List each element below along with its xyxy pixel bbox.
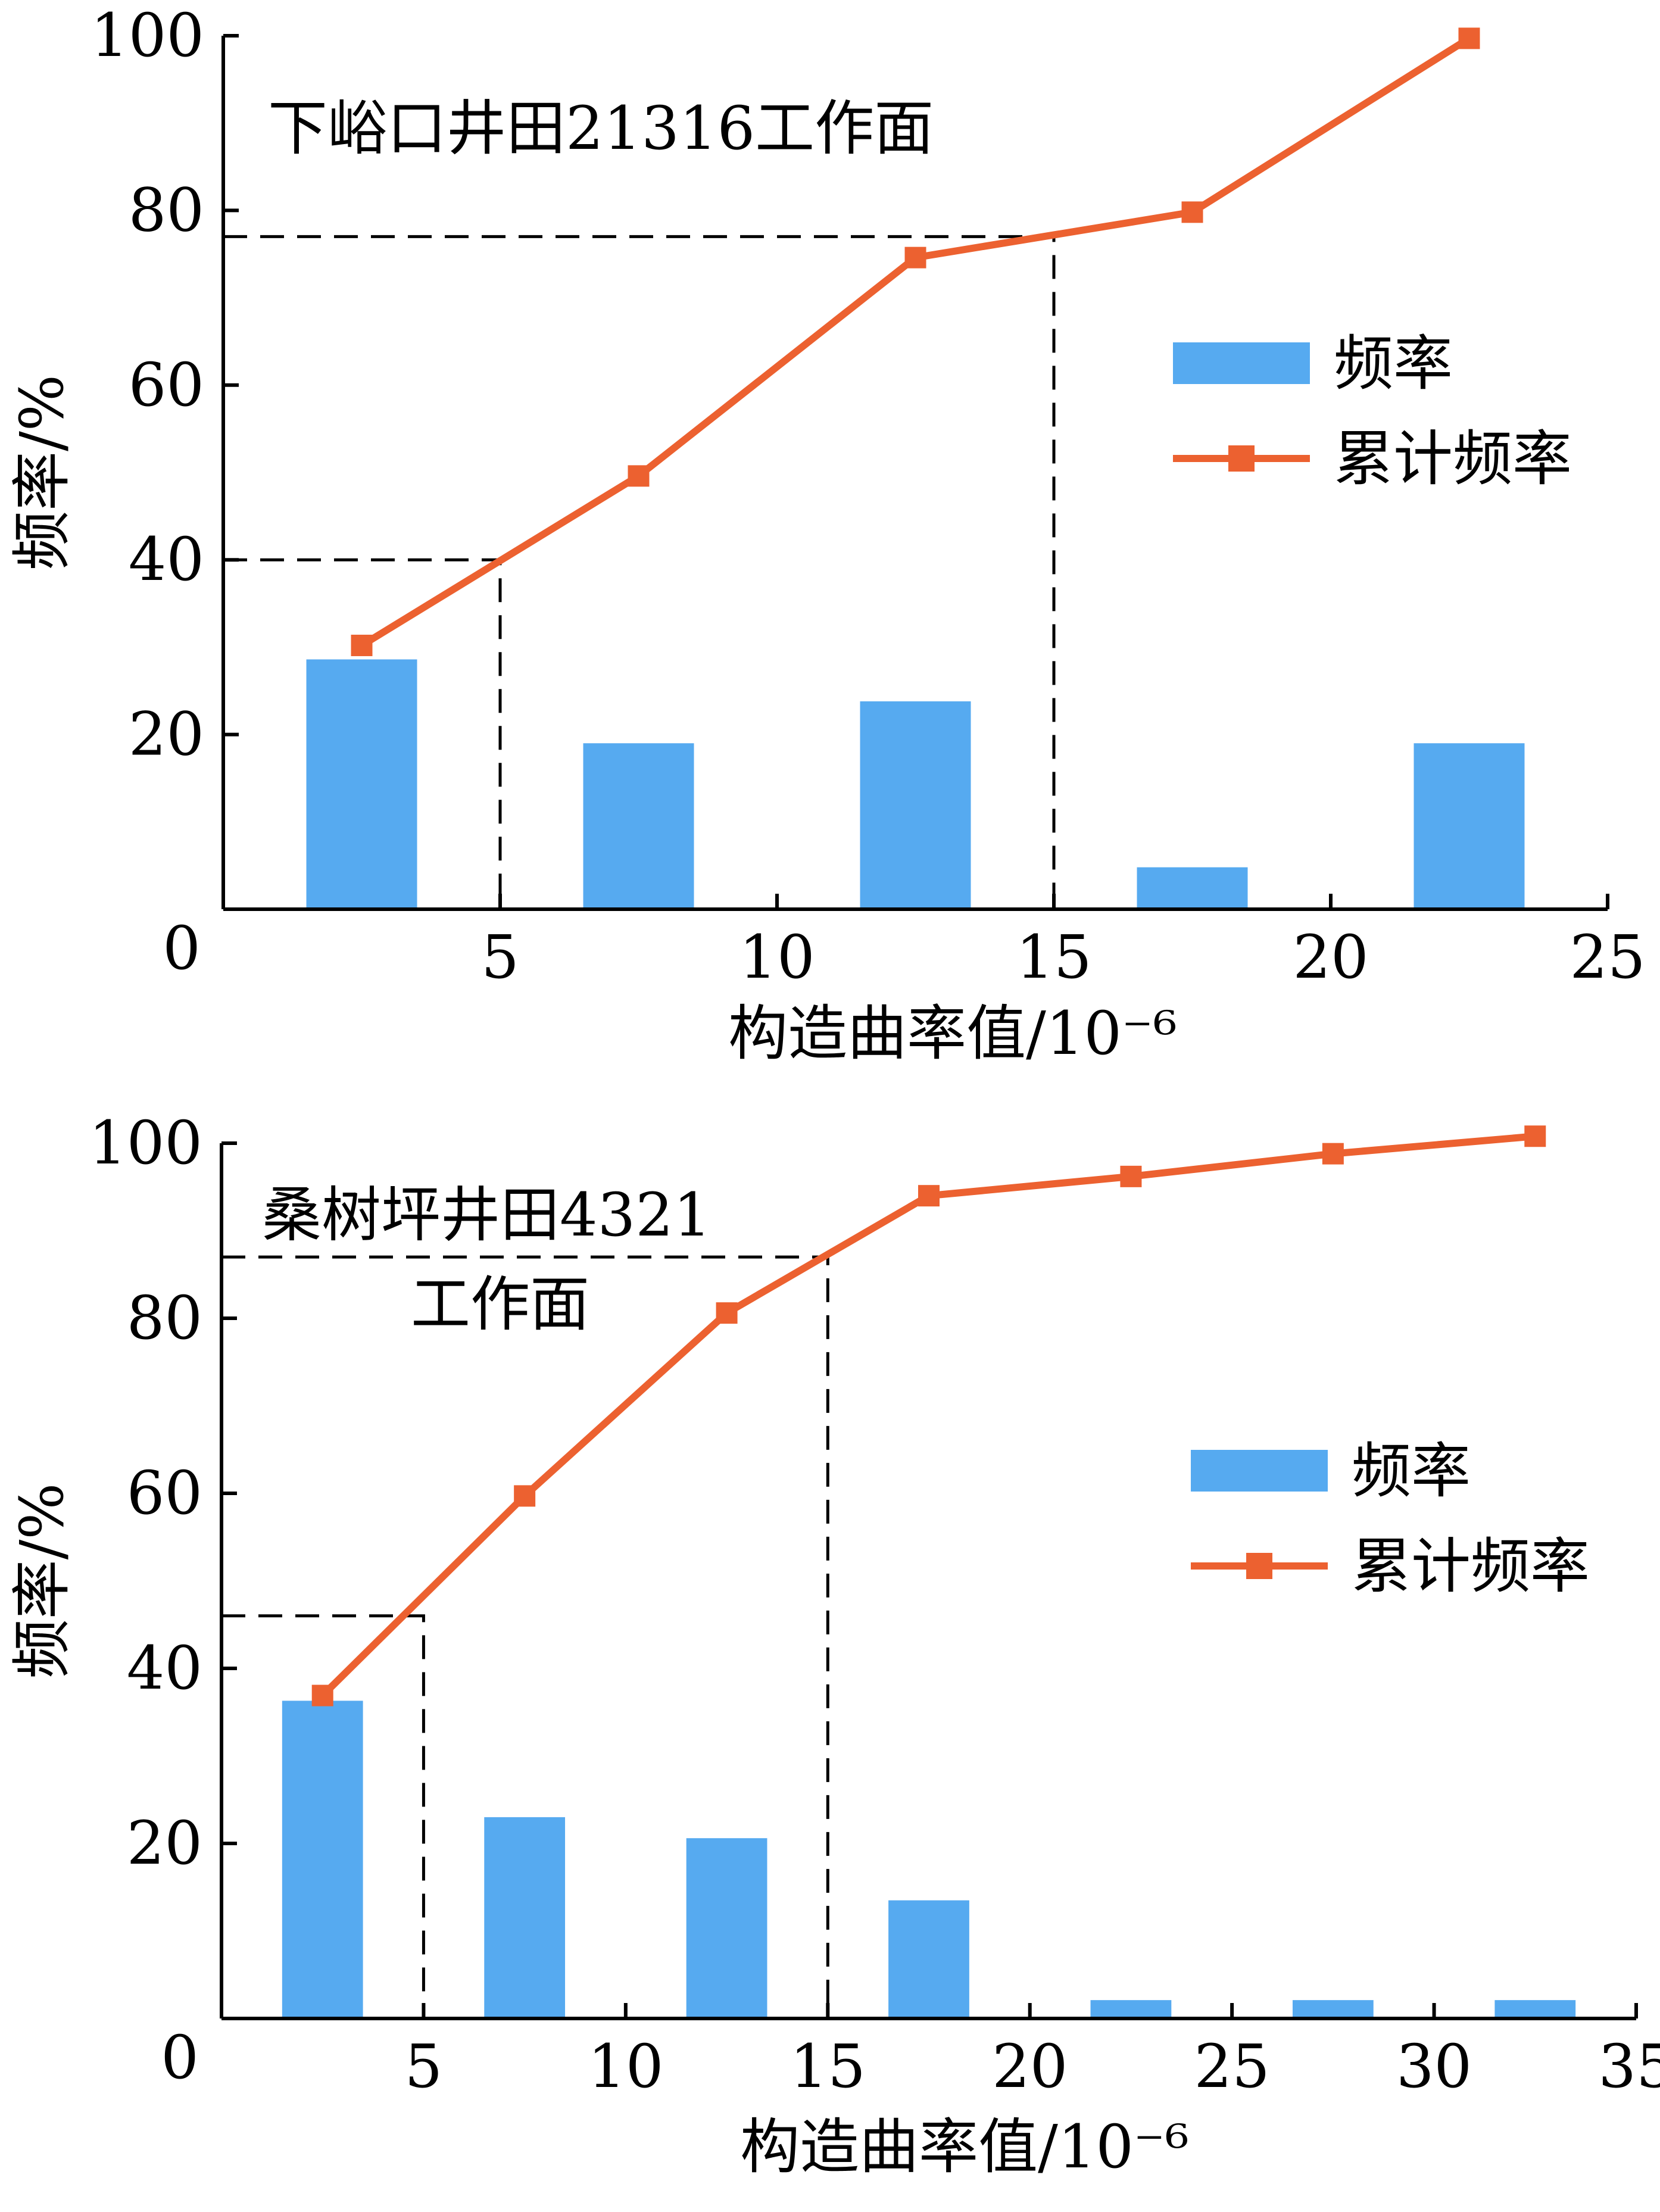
x-tick-label: 20 bbox=[992, 2032, 1068, 2101]
bar bbox=[583, 743, 694, 909]
x-tick-label: 25 bbox=[1569, 922, 1645, 992]
chart-title: 桑树坪井田4321 bbox=[262, 1180, 712, 1250]
y-tick-label: 20 bbox=[129, 700, 204, 769]
x-tick-label: 25 bbox=[1194, 2032, 1270, 2101]
chart-1: 20 40 60 80 100 0 5 10 15 20 25 构造曲率值/10⁻⁶ 频率/% 下峪口井田… bbox=[7, 1, 1646, 1068]
cumulative-point bbox=[628, 465, 650, 487]
x-tick-label: 20 bbox=[1293, 922, 1368, 992]
y-axis-title: 频率/% bbox=[7, 1483, 77, 1679]
y-tick-label: 100 bbox=[89, 1108, 202, 1178]
cumulative-point bbox=[311, 1684, 333, 1706]
cumulative-point bbox=[351, 634, 373, 656]
cumulative-point bbox=[1322, 1143, 1344, 1165]
x-tick-label: 15 bbox=[1016, 922, 1091, 992]
bar bbox=[686, 1838, 767, 2018]
y-tick-label: 20 bbox=[127, 1808, 202, 1878]
x-axis-title: 构造曲率值/10⁻⁶ bbox=[728, 999, 1177, 1068]
bar bbox=[484, 1817, 566, 2018]
guide-line-1 bbox=[221, 1614, 425, 2018]
bar bbox=[1494, 2000, 1576, 2018]
y-tick-label: 80 bbox=[127, 1283, 202, 1353]
bar bbox=[282, 1701, 363, 2018]
cumulative-point bbox=[1181, 201, 1203, 223]
chart-title: 下峪口井田21316工作面 bbox=[268, 93, 934, 163]
legend-label-frequency: 频率 bbox=[1352, 1436, 1471, 1506]
x-axis-title: 构造曲率值/10⁻⁶ bbox=[740, 2112, 1189, 2182]
legend-label-cumulative: 累计频率 bbox=[1334, 424, 1572, 494]
cumulative-point bbox=[918, 1185, 940, 1207]
x-tick-label: 0 bbox=[163, 913, 201, 983]
y-tick-label: 60 bbox=[129, 350, 204, 420]
bar bbox=[888, 1900, 969, 2018]
cumulative-point bbox=[1458, 27, 1480, 49]
bar bbox=[1090, 2000, 1172, 2018]
x-tick-label: 30 bbox=[1396, 2032, 1472, 2101]
legend-marker-cumulative bbox=[1246, 1553, 1272, 1579]
x-tick-label: 15 bbox=[790, 2032, 866, 2101]
chart-title: 工作面 bbox=[411, 1269, 589, 1339]
x-tick-label: 10 bbox=[588, 2032, 663, 2101]
legend-swatch-frequency bbox=[1191, 1450, 1328, 1492]
legend-label-frequency: 频率 bbox=[1334, 329, 1453, 398]
y-axis-title: 频率/% bbox=[7, 375, 77, 570]
cumulative-point bbox=[514, 1485, 536, 1507]
y-tick-label: 100 bbox=[91, 1, 204, 70]
legend-label-cumulative: 累计频率 bbox=[1352, 1531, 1590, 1601]
x-tick-label: 35 bbox=[1598, 2032, 1660, 2101]
x-tick-label: 0 bbox=[161, 2023, 199, 2092]
bar bbox=[306, 659, 417, 909]
x-tick-label: 10 bbox=[739, 922, 815, 992]
legend-swatch-frequency bbox=[1173, 342, 1310, 384]
x-tick-label: 5 bbox=[405, 2032, 443, 2101]
y-tick-label: 80 bbox=[129, 175, 204, 245]
cumulative-point bbox=[1524, 1125, 1546, 1147]
chart-2: 20 40 60 80 100 0 5 10 15 20 25 30 35 构造曲率值/10⁻⁶ 频率/% 桑… bbox=[7, 1108, 1660, 2182]
legend-marker-cumulative bbox=[1228, 445, 1255, 472]
x-tick-label: 5 bbox=[481, 922, 519, 992]
y-tick-label: 60 bbox=[127, 1458, 202, 1528]
bar bbox=[1292, 2000, 1374, 2018]
y-tick-label: 40 bbox=[129, 525, 204, 594]
cumulative-point bbox=[904, 247, 926, 269]
cumulative-point bbox=[716, 1302, 738, 1324]
y-tick-label: 40 bbox=[127, 1633, 202, 1703]
bar bbox=[860, 701, 971, 909]
bar bbox=[1137, 867, 1248, 909]
bar bbox=[1414, 743, 1525, 909]
cumulative-point bbox=[1120, 1165, 1142, 1187]
